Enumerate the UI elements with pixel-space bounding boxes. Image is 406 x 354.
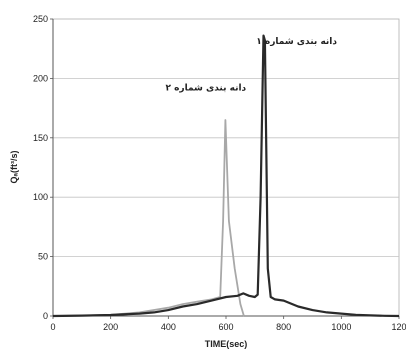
x-tick-label: 0: [50, 322, 55, 332]
x-tick-label: 120: [391, 322, 406, 332]
y-tick-label: 250: [33, 14, 48, 24]
y-tick-label: 150: [33, 133, 48, 143]
tick-labels: 0 50 100 150 200 250 0 200 400 600 800 1000 120: [33, 14, 406, 332]
x-axis-label: TIME(sec): [205, 339, 248, 349]
x-tick-label: 600: [218, 322, 233, 332]
y-tick-label: 0: [43, 311, 48, 321]
series-lines: [52, 34, 400, 318]
x-tick-label: 800: [276, 322, 291, 332]
y-tick-label: 50: [38, 252, 48, 262]
annotations: دانه بندی شماره ١ دانه بندی شماره ٢: [165, 37, 337, 93]
y-tick-label: 100: [33, 192, 48, 202]
annotation-label-2: دانه بندی شماره ٢: [165, 83, 246, 93]
x-tick-label: 400: [161, 322, 176, 332]
x-tick-label: 200: [103, 322, 118, 332]
plot-area: [52, 18, 400, 317]
series-line-1: [52, 34, 400, 318]
y-tick-label: 200: [33, 73, 48, 83]
y-axis-label: Qₐ(ft³/s): [9, 151, 19, 184]
annotation-label-1: دانه بندی شماره ١: [256, 37, 337, 47]
x-tick-label: 1000: [331, 322, 351, 332]
